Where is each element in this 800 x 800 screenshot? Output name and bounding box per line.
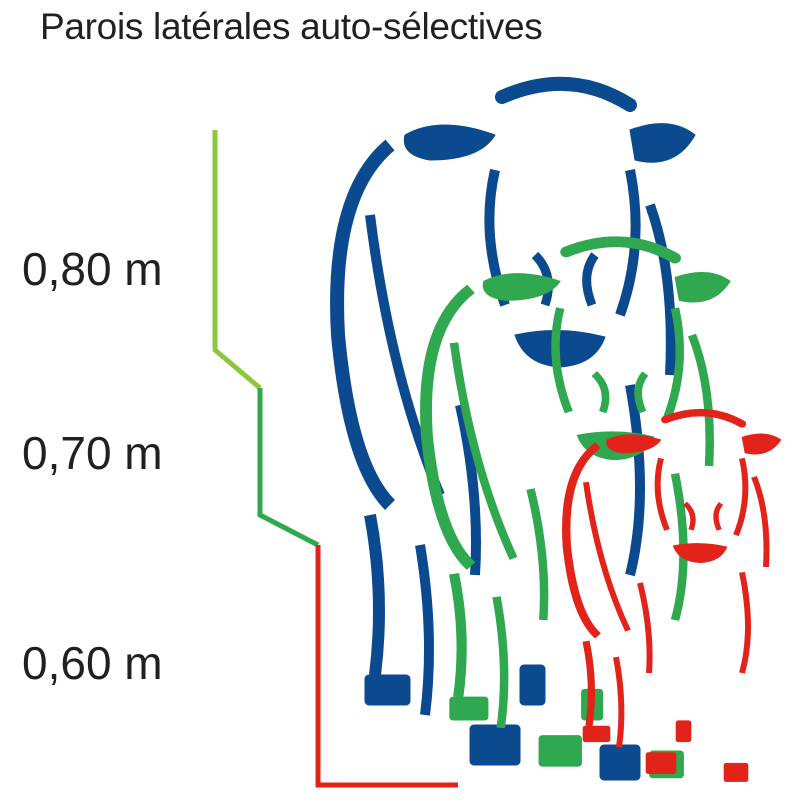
large-calf-illustration [337, 84, 695, 780]
height-step-070 [257, 388, 320, 548]
height-step-060 [315, 545, 458, 788]
height-label-060: 0,60 m [22, 637, 163, 689]
diagram-title: Parois latérales auto-sélectives [40, 6, 543, 47]
height-label-070: 0,70 m [22, 427, 163, 479]
height-step-080 [212, 130, 262, 390]
height-label-080: 0,80 m [22, 243, 163, 295]
small-calf-illustration [566, 413, 781, 782]
